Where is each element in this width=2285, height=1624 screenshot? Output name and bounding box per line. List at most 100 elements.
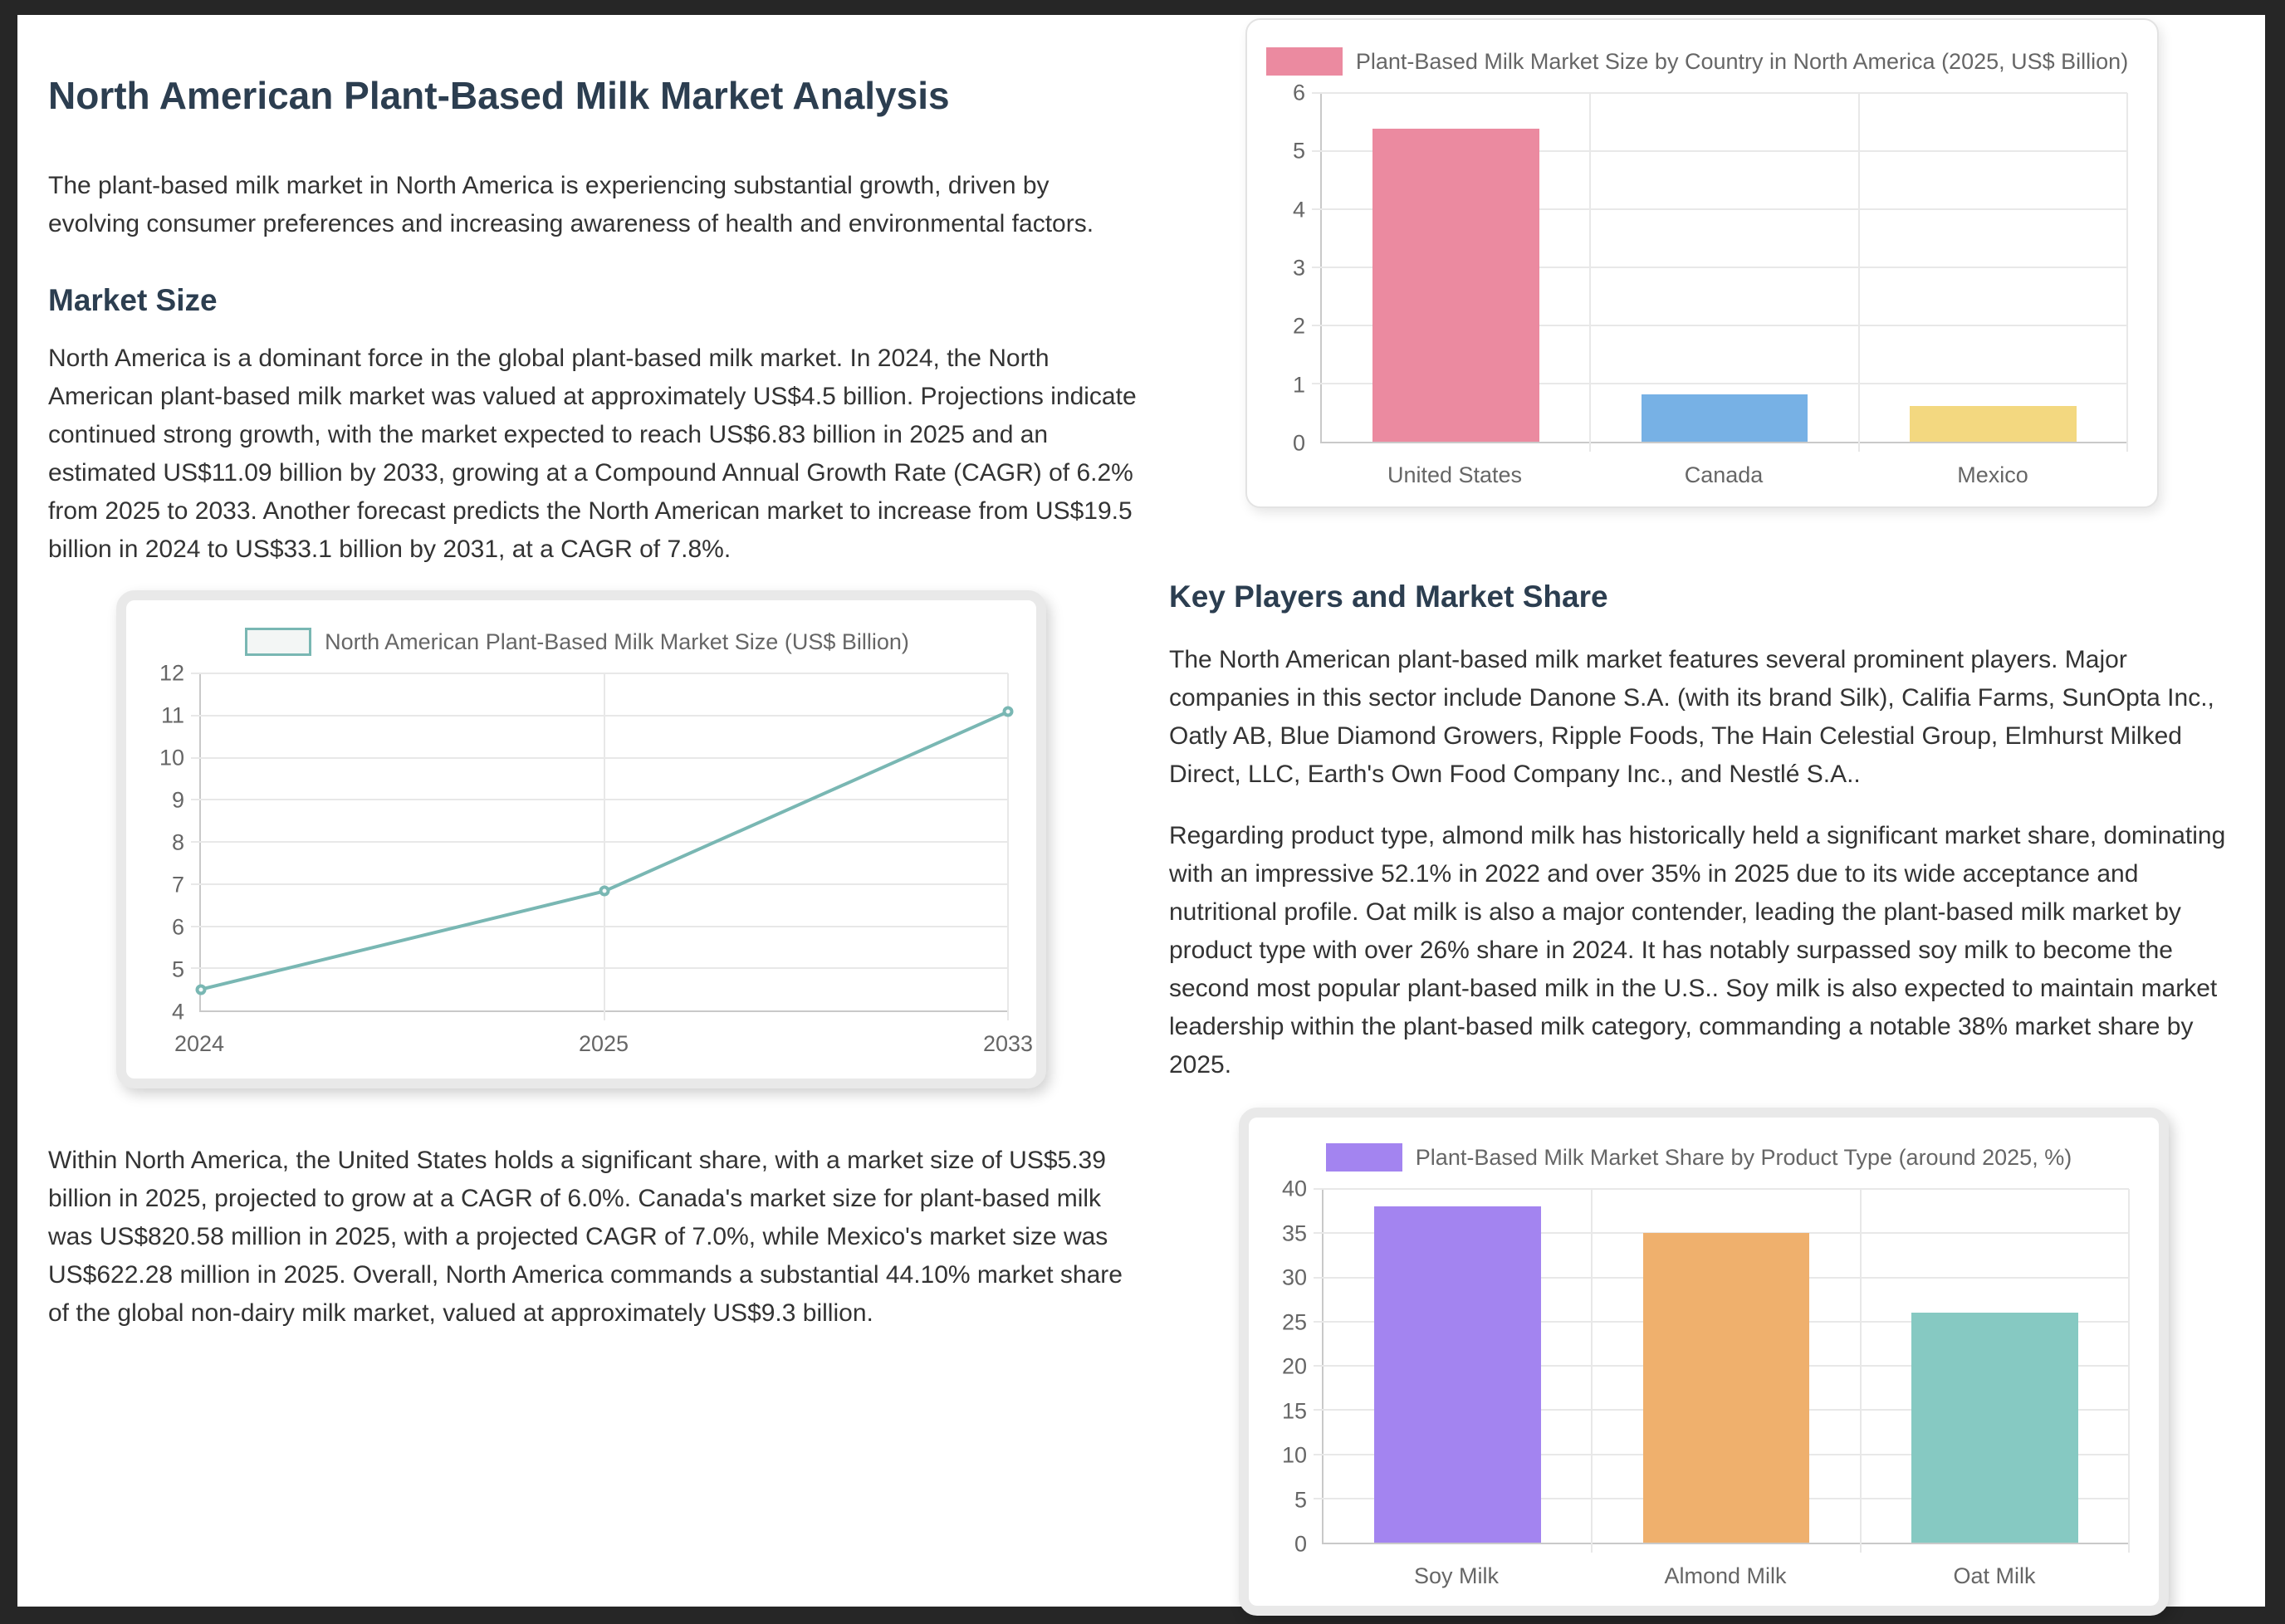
gridline (1312, 149, 2127, 152)
x-label-cell: Canada (1589, 462, 1858, 488)
key-players-paragraph-1: The North American plant-based milk mark… (1169, 646, 2214, 788)
legend-label: North American Plant-Based Milk Market S… (325, 629, 909, 654)
gridline (1591, 1189, 1593, 1553)
key-players-paragraph-2: Regarding product type, almond milk has … (1169, 822, 2226, 1079)
bar-canada (1641, 394, 1808, 442)
bar-oat-milk (1911, 1313, 2078, 1543)
legend-label: Plant-Based Milk Market Share by Product… (1415, 1144, 2072, 1170)
chart-legend: Plant-Based Milk Market Size by Country … (1265, 45, 2129, 78)
left-column: North American Plant-Based Milk Market A… (48, 15, 1146, 1333)
x-label-2024: 2024 (174, 1031, 225, 1056)
x-axis: Soy Milk Almond Milk Oat Milk (1322, 1544, 2129, 1589)
document-page: North American Plant-Based Milk Market A… (17, 15, 2265, 1616)
gridline (1312, 383, 2127, 384)
x-label-soy-milk: Soy Milk (1413, 1563, 1499, 1588)
y-tick-label: 10 (159, 745, 184, 770)
x-label-almond-milk: Almond Milk (1664, 1563, 1787, 1588)
data-point-marker-2025 (599, 885, 610, 897)
legend-label: Plant-Based Milk Market Size by Country … (1355, 48, 2129, 74)
y-tick-label: 4 (1292, 197, 1305, 223)
y-tick-label: 5 (1294, 1487, 1307, 1512)
line-path (200, 710, 1009, 991)
y-tick-label: 5 (171, 956, 184, 982)
market-size-paragraph-2: Within North America, the United States … (48, 1147, 1123, 1327)
bars-layer (1324, 1189, 2129, 1543)
gridline (191, 841, 1008, 843)
x-label-cell: United States (1320, 462, 1589, 488)
y-tick-label: 20 (1281, 1353, 1307, 1379)
plot-row: 0 5 10 15 20 25 30 35 40 (1269, 1176, 2130, 1557)
x-label-canada: Canada (1684, 462, 1764, 487)
bar-soy-milk (1374, 1206, 1541, 1543)
gridline (604, 673, 605, 1020)
gridline (2126, 93, 2128, 452)
intro-paragraph: The plant-based milk market in North Ame… (48, 172, 1094, 237)
y-tick-label: 11 (160, 702, 184, 728)
plot-row: 4 5 6 7 8 9 10 11 12 (146, 661, 1014, 1025)
plot-area (1314, 1188, 2130, 1553)
gridline (191, 756, 1008, 759)
x-label-united-states: United States (1387, 462, 1523, 487)
x-label-oat-milk: Oat Milk (1953, 1563, 2036, 1588)
y-tick-label: 4 (171, 999, 184, 1025)
bar-mexico (1910, 405, 2077, 442)
gridline (1007, 673, 1009, 1020)
gridline (191, 714, 1008, 717)
y-tick-label: 0 (1292, 430, 1305, 456)
y-tick-label: 0 (1294, 1531, 1307, 1557)
legend-swatch-product-series (1325, 1143, 1402, 1172)
y-axis: 0 5 10 15 20 25 30 35 40 (1269, 1176, 1322, 1557)
y-tick-label: 1 (1292, 372, 1305, 398)
x-label-mexico: Mexico (1957, 462, 2028, 487)
gridline (1857, 93, 1860, 452)
bar-cell (1861, 1189, 2129, 1543)
bars-layer (1322, 93, 2127, 442)
plot-area (1312, 92, 2128, 452)
bar-almond-milk (1642, 1233, 1810, 1543)
y-tick-label: 6 (1292, 80, 1305, 105)
legend-swatch-country-series (1265, 47, 1343, 76)
gridline (1312, 324, 2127, 326)
gridline (191, 799, 1008, 801)
gridline (191, 673, 1008, 674)
gridline (191, 925, 1008, 927)
bar-united-states (1372, 128, 1539, 442)
x-axis: United States Canada Mexico (1320, 443, 2127, 488)
legend-swatch-line-series (245, 628, 312, 656)
chart-legend: Plant-Based Milk Market Share by Product… (1325, 1141, 2072, 1174)
gridline (1589, 93, 1592, 452)
y-tick-label: 7 (171, 872, 184, 898)
main-title: North American Plant-Based Milk Market A… (48, 74, 950, 117)
y-tick-label: 3 (1292, 255, 1305, 281)
gridline (1312, 208, 2127, 210)
y-tick-label: 25 (1281, 1309, 1307, 1334)
bar-cell (1859, 93, 2127, 442)
data-point-marker-2024 (195, 984, 207, 995)
bar-cell (1590, 93, 1858, 442)
x-axis: 2024 2025 2033 (174, 1012, 1033, 1057)
y-tick-label: 40 (1281, 1176, 1307, 1201)
gridline (1312, 267, 2127, 268)
y-tick-label: 6 (171, 914, 184, 940)
gridline (1314, 1188, 2129, 1190)
x-label-cell: Almond Milk (1591, 1563, 1860, 1589)
y-tick-label: 30 (1281, 1264, 1307, 1290)
bar-cell (1592, 1189, 1860, 1543)
key-players-heading: Key Players and Market Share (1169, 580, 1608, 614)
gridline (2128, 1189, 2130, 1553)
y-tick-label: 15 (1281, 1398, 1307, 1423)
data-point-marker-2033 (1002, 706, 1014, 717)
y-axis: 0 1 2 3 4 5 6 (1267, 81, 1320, 456)
x-label-2033: 2033 (982, 1031, 1034, 1056)
line-chart-card: North American Plant-Based Milk Market S… (116, 590, 1046, 1088)
y-tick-label: 9 (171, 787, 184, 813)
x-label-cell: Soy Milk (1322, 1563, 1591, 1589)
y-tick-label: 35 (1281, 1220, 1307, 1245)
plot-area (191, 673, 1014, 1020)
line-series (200, 710, 1009, 991)
gridline (191, 883, 1008, 885)
x-label-cell: Mexico (1858, 462, 2127, 488)
market-size-paragraph-1: North America is a dominant force in the… (48, 345, 1137, 563)
y-tick-label: 5 (1292, 138, 1305, 164)
